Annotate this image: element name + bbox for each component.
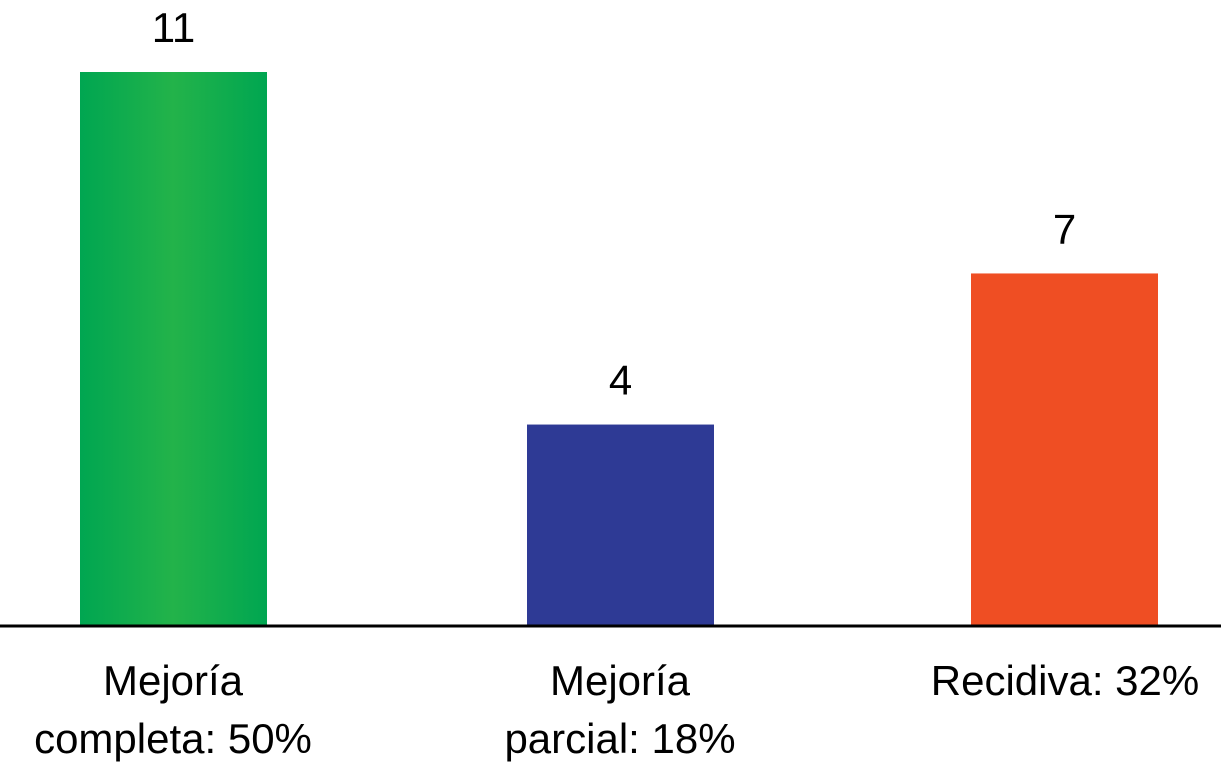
category-labels-group: Mejoría completa: 50% Mejoría parcial: 18% R… [34,657,1199,762]
category-label-line: Mejoría [550,657,691,704]
bar-1 [80,72,267,626]
bar-value-label-2: 4 [609,357,632,404]
category-label-line: Mejoría [103,657,244,704]
bar-value-label-3: 7 [1053,205,1076,252]
category-label-1: Mejoría completa: 50% [34,657,312,762]
category-label-line: Recidiva: 32% [931,657,1199,704]
value-labels-group: 11 4 7 [152,4,1076,404]
bars-group [80,72,1158,626]
bar-3 [971,273,1158,626]
category-label-3: Recidiva: 32% [931,657,1199,704]
category-label-2: Mejoría parcial: 18% [504,657,735,762]
bar-2 [527,424,714,626]
category-label-line: parcial: 18% [504,715,735,762]
category-label-line: completa: 50% [34,715,312,762]
bar-value-label-1: 11 [152,4,196,51]
